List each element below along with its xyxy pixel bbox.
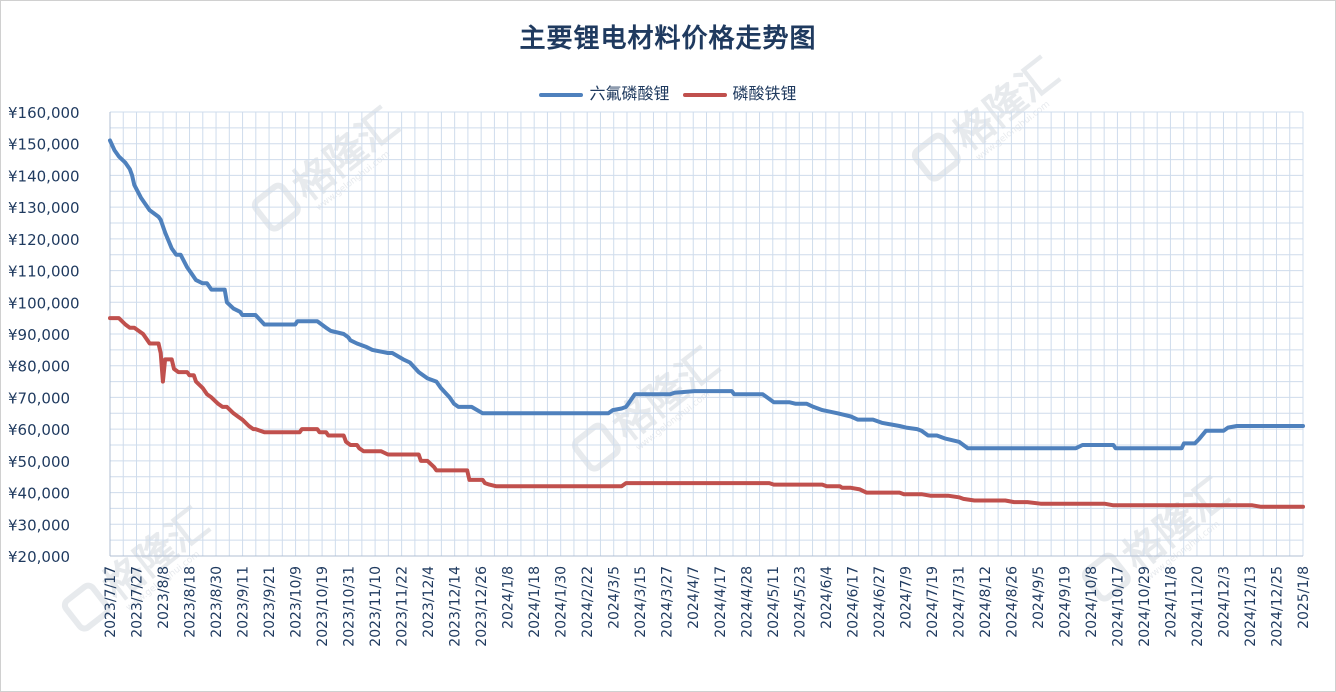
x-tick-label: 2023/12/26: [474, 566, 490, 647]
y-tick-label: ¥120,000: [8, 231, 80, 249]
x-tick-label: 2023/12/14: [448, 566, 464, 647]
watermark-icon: [251, 182, 301, 232]
x-tick-label: 2024/1/30: [554, 566, 570, 638]
y-tick-label: ¥70,000: [8, 389, 70, 407]
y-tick-label: ¥30,000: [8, 516, 70, 534]
y-tick-label: ¥60,000: [8, 421, 70, 439]
x-tick-label: 2023/10/31: [342, 566, 358, 647]
x-tick-label: 2024/4/7: [686, 566, 702, 629]
x-tick-label: 2024/5/11: [766, 566, 782, 638]
x-tick-label: 2023/8/18: [183, 566, 199, 638]
x-tick-label: 2024/8/12: [978, 566, 994, 638]
y-tick-label: ¥110,000: [8, 263, 80, 281]
y-tick-label: ¥90,000: [8, 326, 70, 344]
x-tick-label: 2024/6/17: [845, 566, 861, 638]
x-tick-label: 2024/8/26: [1004, 566, 1020, 638]
legend-item-series-2: 磷酸铁锂: [682, 80, 797, 104]
x-tick-label: 2023/10/19: [315, 566, 331, 647]
series-line-2: [108, 316, 1305, 509]
x-tick-label: 2024/11/8: [1163, 566, 1179, 638]
x-tick-label: 2023/11/22: [395, 566, 411, 647]
x-tick-label: 2024/6/27: [872, 566, 888, 638]
y-tick-label: ¥100,000: [8, 294, 80, 312]
x-tick-label: 2024/1/18: [527, 566, 543, 638]
x-tick-label: 2024/7/19: [925, 566, 941, 638]
legend-label: 六氟磷酸锂: [589, 84, 670, 103]
y-tick-label: ¥40,000: [8, 485, 70, 503]
x-tick-label: 2023/7/17: [103, 566, 119, 638]
x-tick-label: 2024/7/31: [951, 566, 967, 638]
x-tick-label: 2024/3/15: [633, 566, 649, 638]
watermark-icon: [1081, 552, 1131, 602]
x-tick-label: 2023/9/21: [262, 566, 278, 638]
x-tick-label: 2024/11/20: [1190, 566, 1206, 647]
x-tick-label: 2023/9/11: [236, 566, 252, 638]
y-tick-label: ¥20,000: [8, 548, 70, 566]
legend-label: 磷酸铁锂: [732, 84, 797, 103]
x-tick-label: 2024/12/25: [1269, 566, 1285, 647]
legend-swatch: [682, 92, 727, 97]
y-tick-label: ¥130,000: [8, 199, 80, 217]
x-tick-label: 2024/4/28: [739, 566, 755, 638]
legend-item-series-1: 六氟磷酸锂: [539, 80, 669, 104]
y-tick-label: ¥80,000: [8, 358, 70, 376]
watermark-icon: [911, 132, 961, 182]
x-tick-label: 2024/9/19: [1057, 566, 1073, 638]
series-line-1: [108, 138, 1305, 451]
y-tick-label: ¥150,000: [8, 136, 80, 154]
x-tick-label: 2024/12/13: [1243, 566, 1259, 647]
x-tick-label: 2023/7/27: [130, 566, 146, 638]
x-tick-label: 2023/10/9: [289, 566, 305, 638]
x-tick-label: 2024/7/9: [898, 566, 914, 629]
watermark-icon: [61, 582, 111, 632]
x-tick-label: 2024/10/29: [1137, 566, 1153, 647]
x-tick-label: 2024/12/3: [1216, 566, 1232, 638]
legend-swatch: [539, 92, 584, 97]
x-tick-label: 2024/3/5: [607, 566, 623, 629]
chart-title: 主要锂电材料价格走势图: [519, 24, 817, 54]
x-tick-label: 2024/3/27: [660, 566, 676, 638]
x-tick-label: 2025/1/8: [1296, 566, 1312, 629]
y-tick-label: ¥50,000: [8, 453, 70, 471]
x-tick-label: 2024/5/23: [792, 566, 808, 638]
x-tick-label: 2024/6/4: [819, 566, 835, 629]
x-tick-label: 2024/2/22: [580, 566, 596, 638]
chart-legend: 六氟磷酸锂 磷酸铁锂: [0, 80, 1336, 104]
x-tick-label: 2023/8/30: [209, 566, 225, 638]
x-tick-label: 2024/1/8: [501, 566, 517, 629]
x-tick-label: 2023/12/4: [421, 566, 437, 638]
y-tick-label: ¥140,000: [8, 167, 80, 185]
y-tick-label: ¥160,000: [8, 104, 80, 122]
watermark-icon: [571, 422, 621, 472]
x-tick-label: 2023/11/10: [368, 566, 384, 647]
x-tick-label: 2024/9/5: [1031, 566, 1047, 629]
x-tick-label: 2023/8/8: [156, 566, 172, 629]
x-tick-label: 2024/4/17: [713, 566, 729, 638]
x-tick-label: 2024/10/17: [1110, 566, 1126, 647]
x-tick-label: 2024/10/8: [1084, 566, 1100, 638]
